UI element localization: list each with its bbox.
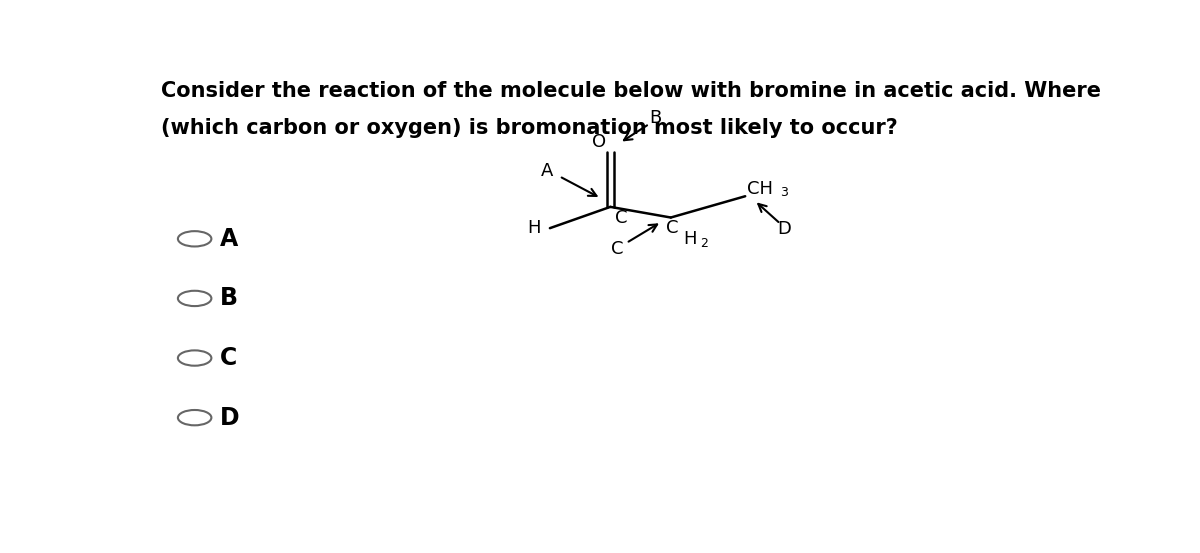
Text: C: C [616, 209, 628, 227]
Text: O: O [592, 133, 606, 151]
Text: H: H [683, 230, 696, 248]
Text: CH: CH [748, 180, 773, 197]
Text: B: B [220, 286, 238, 310]
Text: H: H [527, 219, 540, 237]
Text: 2: 2 [700, 237, 708, 249]
Text: 3: 3 [780, 186, 788, 199]
Text: C: C [220, 346, 238, 370]
Text: B: B [649, 109, 661, 127]
Text: C: C [611, 239, 623, 258]
Text: D: D [220, 406, 239, 430]
Text: Consider the reaction of the molecule below with bromine in acetic acid. Where: Consider the reaction of the molecule be… [161, 81, 1102, 101]
Text: C: C [666, 219, 679, 237]
Text: (which carbon or oxygen) is bromonation most likely to occur?: (which carbon or oxygen) is bromonation … [161, 118, 898, 138]
Text: A: A [541, 161, 553, 180]
Text: D: D [778, 221, 791, 238]
Text: A: A [220, 227, 238, 251]
